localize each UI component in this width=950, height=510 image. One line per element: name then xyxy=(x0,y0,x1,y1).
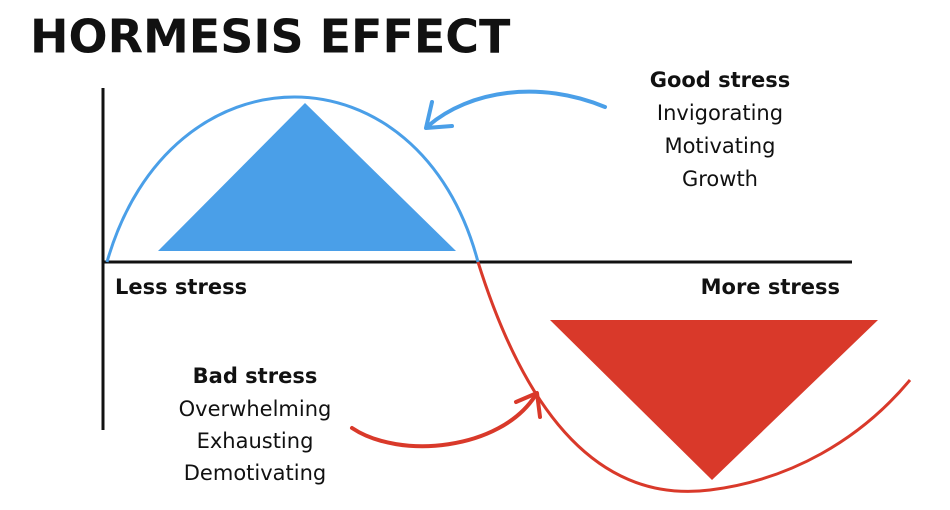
title: HORMESIS EFFECT xyxy=(30,10,511,64)
bad-stress-arrow xyxy=(350,394,537,449)
more-stress-label: More stress xyxy=(701,275,840,299)
good-stress-item: Invigorating xyxy=(657,101,783,125)
bad-stress-item: Demotivating xyxy=(184,461,326,485)
bad-stress-item: Exhausting xyxy=(197,429,314,453)
bad-stress-arrowhead xyxy=(514,391,542,419)
less-stress-label: Less stress xyxy=(115,275,247,299)
good-stress-heading: Good stress xyxy=(650,68,791,92)
good-stress-curve xyxy=(105,95,480,263)
good-stress-item: Motivating xyxy=(664,134,775,158)
bad-stress-item: Overwhelming xyxy=(179,397,332,421)
good-stress-item: Growth xyxy=(682,167,758,191)
good-stress-triangle xyxy=(158,103,456,251)
bad-stress-triangle xyxy=(550,320,878,480)
good-stress-arrowhead xyxy=(424,100,454,130)
good-stress-arrow xyxy=(426,89,607,128)
bad-stress-heading: Bad stress xyxy=(193,364,318,388)
